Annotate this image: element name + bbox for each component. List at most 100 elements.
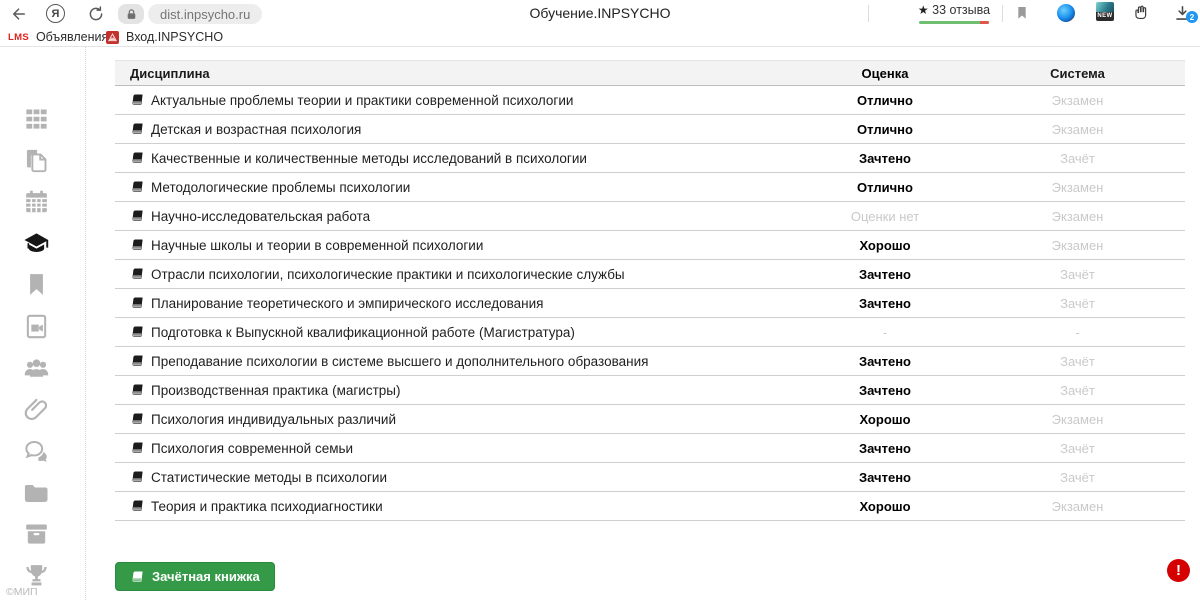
bookmark-flag-icon[interactable] <box>1014 5 1030 21</box>
discipline-label: Производственная практика (магистры) <box>151 382 401 398</box>
grade-cell: - <box>882 324 888 340</box>
discipline-label: Теория и практика психодиагностики <box>151 498 383 514</box>
table-row[interactable]: Подготовка к Выпускной квалификационной … <box>115 318 1185 347</box>
discipline-label: Отрасли психологии, психологические прак… <box>151 266 625 282</box>
system-cell: Экзамен <box>1051 411 1104 427</box>
table-row[interactable]: Научно-исследовательская работа Оценки не… <box>115 202 1185 231</box>
apps-grid-icon[interactable] <box>23 105 50 132</box>
video-lessons-icon[interactable] <box>23 313 50 340</box>
calendar-icon[interactable] <box>23 188 50 215</box>
inpsycho-favicon <box>106 30 119 44</box>
discipline-cell: Психология индивидуальных различий <box>115 412 800 427</box>
system-cell: Экзамен <box>1051 179 1104 195</box>
yandex-page-actions-button[interactable]: Я <box>46 4 65 23</box>
system-cell: Зачёт <box>1060 440 1095 456</box>
gradebook-button-label: Зачётная книжка <box>152 569 260 584</box>
discipline-cell: Качественные и количественные методы исс… <box>115 151 800 166</box>
browser-toolbar: Я dist.inpsycho.ru Обучение.INPSYCHO ★ 3… <box>0 0 1200 28</box>
documents-icon[interactable] <box>23 147 50 174</box>
bookmark-icon[interactable] <box>23 271 50 298</box>
table-header-row: Дисциплина Оценка Система <box>115 60 1185 86</box>
back-button[interactable] <box>8 3 30 25</box>
reviews-count-label: 33 отзыва <box>932 3 991 17</box>
hand-extension-icon[interactable] <box>1132 3 1151 22</box>
discipline-cell: Актуальные проблемы теории и практики со… <box>115 93 800 108</box>
book-icon <box>129 296 145 310</box>
discipline-cell: Методологические проблемы психологии <box>115 180 800 195</box>
grade-cell: Отлично <box>857 179 913 195</box>
discipline-label: Планирование теоретического и эмпирическ… <box>151 295 544 311</box>
book-icon <box>129 209 145 223</box>
discipline-cell: Отрасли психологии, психологические прак… <box>115 267 800 282</box>
alert-icon[interactable]: ! <box>1167 559 1190 582</box>
table-row[interactable]: Статистические методы в психологии Зачтен… <box>115 463 1185 492</box>
table-row[interactable]: Производственная практика (магистры) Зачт… <box>115 376 1185 405</box>
refresh-button[interactable] <box>85 3 107 25</box>
discipline-label: Преподавание психологии в системе высшег… <box>151 353 649 369</box>
paperclip-icon[interactable] <box>23 396 50 423</box>
ssl-lock-icon[interactable] <box>118 4 144 24</box>
browser-extension-orb-icon[interactable] <box>1057 4 1075 22</box>
discipline-cell: Научно-исследовательская работа <box>115 209 800 224</box>
discipline-cell: Психология современной семьи <box>115 441 800 456</box>
table-row[interactable]: Качественные и количественные методы исс… <box>115 144 1185 173</box>
extension-new-icon[interactable]: NEW <box>1096 2 1114 21</box>
copyright-label: ©МИП <box>6 586 38 598</box>
discipline-label: Психология индивидуальных различий <box>151 411 396 427</box>
system-cell: Экзамен <box>1051 121 1104 137</box>
discipline-cell: Статистические методы в психологии <box>115 470 800 485</box>
toolbar-divider <box>1002 5 1003 22</box>
book-icon <box>129 325 145 339</box>
system-cell: Зачёт <box>1060 295 1095 311</box>
discipline-cell: Планирование теоретического и эмпирическ… <box>115 296 800 311</box>
table-row[interactable]: Психология современной семьи Зачтено Зачёт <box>115 434 1185 463</box>
table-row[interactable]: Психология индивидуальных различий Хорошо… <box>115 405 1185 434</box>
address-bar[interactable]: dist.inpsycho.ru <box>148 4 263 24</box>
system-cell: Экзамен <box>1051 208 1104 224</box>
table-row[interactable]: Отрасли психологии, психологические прак… <box>115 260 1185 289</box>
discipline-cell: Детская и возрастная психология <box>115 122 800 137</box>
grade-cell: Зачтено <box>859 295 911 311</box>
reviews-rating[interactable]: ★ 33 отзыва <box>916 3 992 17</box>
grade-cell: Хорошо <box>859 498 911 514</box>
system-cell: - <box>1075 324 1080 340</box>
book-icon <box>129 180 145 194</box>
grade-cell: Отлично <box>857 121 913 137</box>
gradebook-button[interactable]: Зачётная книжка <box>115 562 275 591</box>
bookmark-lms[interactable]: LMS Объявления <box>8 28 108 46</box>
archive-icon[interactable] <box>23 520 50 547</box>
page-title: Обучение.INPSYCHO <box>529 5 671 21</box>
book-icon <box>129 383 145 397</box>
system-cell: Экзамен <box>1051 92 1104 108</box>
table-row[interactable]: Методологические проблемы психологии Отли… <box>115 173 1185 202</box>
system-cell: Зачёт <box>1060 469 1095 485</box>
trophy-icon[interactable] <box>23 562 50 589</box>
bookmark-label: Вход.INPSYCHO <box>126 30 224 44</box>
bookmark-inpsycho[interactable]: Вход.INPSYCHO <box>106 28 223 46</box>
messages-icon[interactable] <box>23 437 50 464</box>
table-row[interactable]: Актуальные проблемы теории и практики со… <box>115 86 1185 115</box>
table-row[interactable]: Теория и практика психодиагностики Хорошо… <box>115 492 1185 521</box>
graduation-cap-icon[interactable] <box>23 230 50 257</box>
system-cell: Зачёт <box>1060 266 1095 282</box>
users-icon[interactable] <box>23 354 50 381</box>
discipline-label: Актуальные проблемы теории и практики со… <box>151 92 574 108</box>
grade-cell: Хорошо <box>859 411 911 427</box>
system-cell: Экзамен <box>1051 498 1104 514</box>
book-icon <box>129 122 145 136</box>
discipline-cell: Подготовка к Выпускной квалификационной … <box>115 325 800 340</box>
table-row[interactable]: Детская и возрастная психология Отлично Эк… <box>115 115 1185 144</box>
book-icon <box>129 93 145 107</box>
system-cell: Экзамен <box>1051 237 1104 253</box>
table-row[interactable]: Научные школы и теории в современной пси… <box>115 231 1185 260</box>
grade-cell: Зачтено <box>859 150 911 166</box>
discipline-label: Научные школы и теории в современной пси… <box>151 237 484 253</box>
app-sidebar: ©МИП <box>0 47 86 600</box>
grade-cell: Зачтено <box>859 353 911 369</box>
table-row[interactable]: Преподавание психологии в системе высшег… <box>115 347 1185 376</box>
table-row[interactable]: Планирование теоретического и эмпирическ… <box>115 289 1185 318</box>
header-discipline: Дисциплина <box>130 65 210 81</box>
bookmarks-bar: LMS Объявления Вход.INPSYCHO <box>0 28 1200 47</box>
grade-cell: Зачтено <box>859 266 911 282</box>
folder-icon[interactable] <box>23 479 50 506</box>
